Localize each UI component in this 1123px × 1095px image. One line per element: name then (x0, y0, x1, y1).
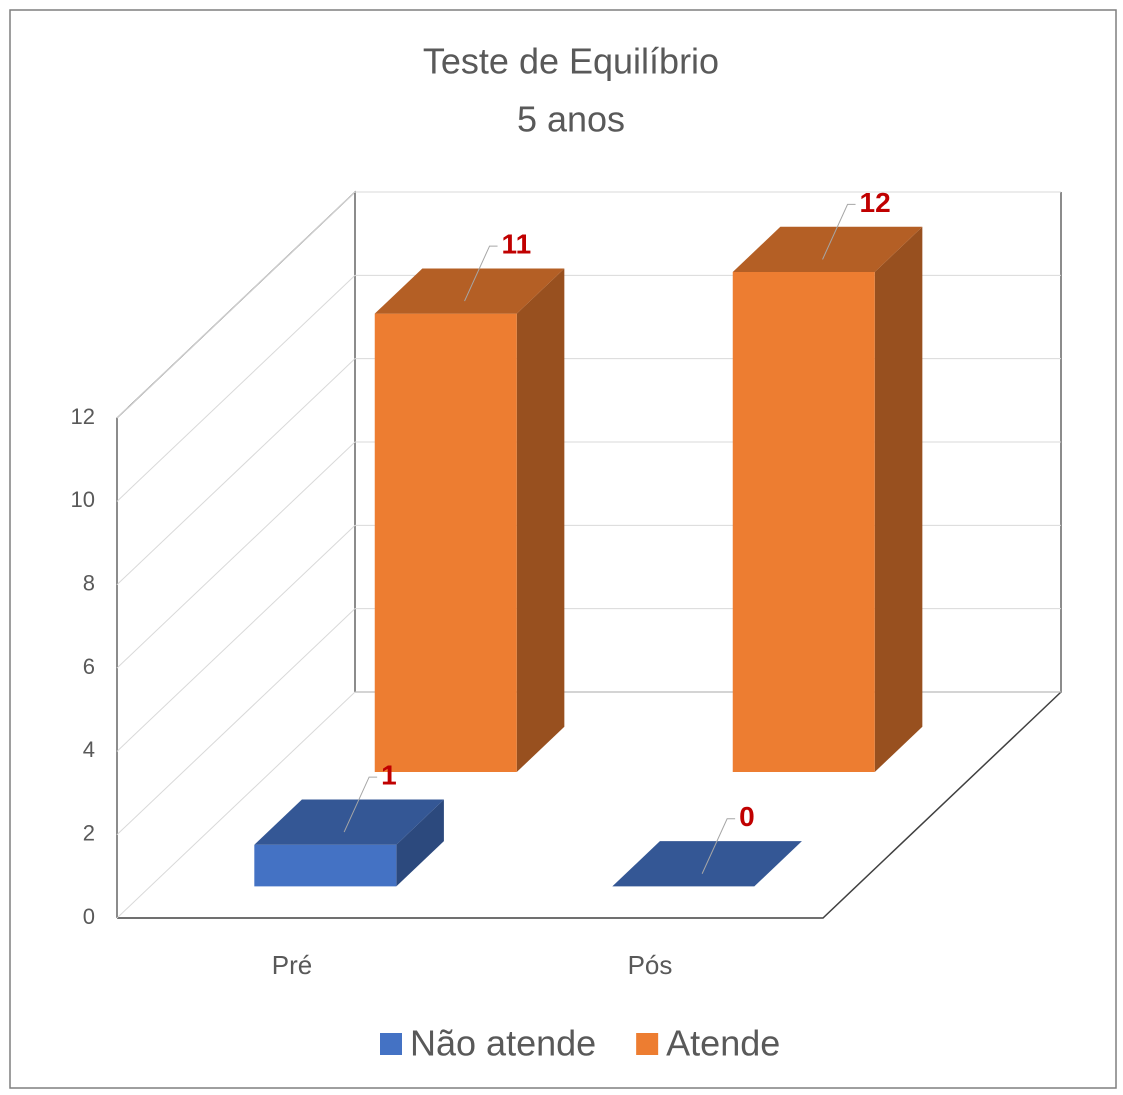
grid-line (116, 191, 356, 419)
grid-line (116, 358, 356, 586)
chart-title: Teste de Equilíbrio (423, 41, 719, 82)
legend-swatch (380, 1033, 402, 1055)
legend-label: Não atende (410, 1023, 596, 1064)
legend-label: Atende (666, 1023, 780, 1064)
data-label: 0 (739, 801, 755, 832)
data-label: 11 (502, 228, 532, 259)
data-label: 1 (381, 759, 397, 790)
legend-swatch (636, 1033, 659, 1055)
grid-line (116, 691, 356, 919)
y-tick-label: 10 (71, 487, 95, 512)
bar-side (396, 799, 444, 887)
grid-line (116, 274, 356, 502)
bar-front (254, 844, 397, 887)
y-tick-label: 12 (71, 404, 95, 429)
bar-front (732, 272, 875, 773)
grid-line (116, 608, 356, 836)
y-tick-label: 4 (83, 737, 95, 762)
chart-subtitle: 5 anos (517, 99, 625, 140)
data-label: 12 (860, 187, 891, 218)
leader-line (701, 818, 736, 874)
grid-line (116, 524, 356, 752)
x-tick-label: Pós (628, 950, 673, 980)
leader-line (343, 776, 378, 833)
leader-line (822, 203, 856, 260)
y-tick-label: 0 (83, 904, 95, 929)
grid-line (116, 441, 356, 669)
leader-line (464, 245, 498, 302)
bar-front (374, 313, 517, 773)
bar-side (874, 226, 923, 773)
y-tick-label: 6 (83, 654, 95, 679)
floor-edge (117, 691, 1062, 919)
y-tick-label: 8 (83, 570, 95, 595)
y-tick-label: 2 (83, 820, 95, 845)
bar-side (516, 268, 565, 773)
x-tick-label: Pré (272, 950, 312, 980)
